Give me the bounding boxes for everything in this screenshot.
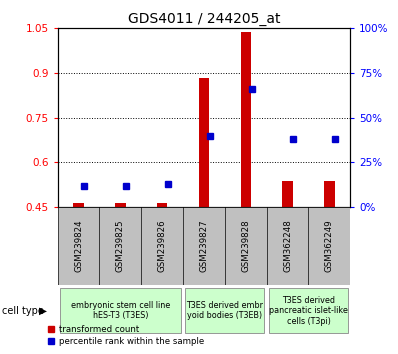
Text: cell type: cell type: [2, 306, 44, 316]
Bar: [73, 203, 84, 207]
Bar: [240, 32, 251, 207]
Legend: transformed count, percentile rank within the sample: transformed count, percentile rank withi…: [44, 322, 207, 349]
Bar: [282, 181, 293, 207]
FancyBboxPatch shape: [185, 288, 264, 333]
Text: GSM239825: GSM239825: [116, 220, 125, 272]
FancyBboxPatch shape: [269, 288, 348, 333]
Text: GSM362249: GSM362249: [325, 220, 334, 272]
Bar: [324, 181, 335, 207]
Text: GSM239828: GSM239828: [241, 220, 250, 272]
Text: ▶: ▶: [39, 306, 47, 316]
FancyBboxPatch shape: [60, 288, 181, 333]
Bar: [157, 203, 168, 207]
Text: T3ES derived embr
yoid bodies (T3EB): T3ES derived embr yoid bodies (T3EB): [186, 301, 263, 320]
Title: GDS4011 / 244205_at: GDS4011 / 244205_at: [128, 12, 280, 26]
Text: GSM239826: GSM239826: [158, 220, 167, 272]
Text: embryonic stem cell line
hES-T3 (T3ES): embryonic stem cell line hES-T3 (T3ES): [71, 301, 170, 320]
Text: GSM239824: GSM239824: [74, 220, 83, 272]
Text: GSM362248: GSM362248: [283, 219, 292, 273]
Text: T3ES derived
pancreatic islet-like
cells (T3pi): T3ES derived pancreatic islet-like cells…: [269, 296, 348, 326]
Bar: [115, 203, 126, 207]
Text: GSM239827: GSM239827: [199, 220, 209, 272]
Bar: [199, 78, 209, 207]
